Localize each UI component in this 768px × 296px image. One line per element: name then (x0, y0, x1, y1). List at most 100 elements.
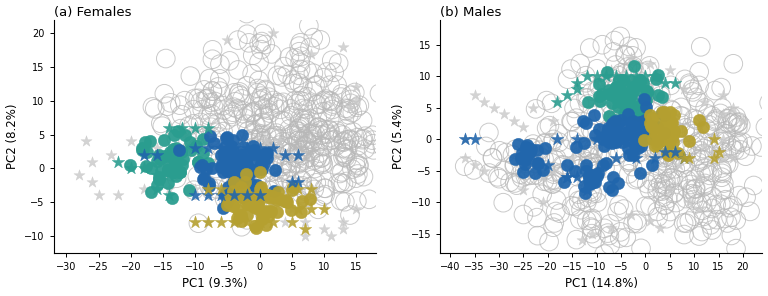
Point (630, 74, 642, 79)
Point (314, 128, 326, 133)
Point (668, 191, 680, 196)
Point (693, 175, 705, 180)
Point (214, 89, 227, 94)
Point (243, 141, 256, 146)
Point (581, 100, 594, 105)
Point (306, 133, 319, 137)
Point (145, 166, 157, 171)
Point (582, 195, 594, 200)
Point (704, 223, 717, 227)
Point (631, 221, 644, 226)
Point (280, 168, 293, 173)
Point (323, 127, 336, 132)
Point (207, 57, 219, 62)
Point (636, 130, 648, 135)
Point (625, 78, 637, 83)
Point (317, 162, 329, 167)
Point (261, 156, 273, 161)
Point (610, 63, 622, 67)
Point (581, 187, 593, 192)
Point (637, 136, 649, 141)
Point (244, 170, 257, 175)
Point (614, 150, 626, 155)
Point (640, 93, 652, 98)
Point (255, 47, 267, 52)
Point (589, 179, 601, 184)
Point (249, 122, 261, 127)
Point (636, 102, 648, 106)
Point (586, 189, 598, 194)
Point (581, 96, 594, 100)
Point (293, 49, 306, 54)
Point (202, 96, 214, 101)
Point (639, 74, 651, 79)
Point (584, 181, 596, 186)
Point (308, 158, 320, 163)
Point (244, 158, 257, 163)
Point (183, 123, 195, 128)
Point (308, 187, 320, 192)
Point (578, 184, 590, 189)
Point (264, 209, 276, 213)
Point (141, 150, 153, 155)
Point (660, 216, 672, 221)
Point (261, 151, 273, 156)
Point (293, 151, 305, 155)
Point (538, 179, 550, 184)
Point (311, 102, 323, 107)
Point (644, 62, 657, 66)
Point (606, 122, 618, 127)
Point (245, 165, 257, 169)
Point (151, 146, 163, 150)
Point (740, 154, 752, 159)
Point (366, 133, 379, 138)
Point (609, 119, 621, 124)
Point (603, 113, 615, 118)
Point (73, 173, 85, 178)
Point (732, 139, 744, 144)
Point (286, 143, 299, 148)
Point (318, 207, 330, 211)
Point (232, 167, 244, 172)
Point (660, 163, 673, 168)
Point (654, 89, 666, 94)
Point (335, 198, 347, 203)
Point (236, 154, 248, 159)
Point (184, 74, 197, 78)
Point (170, 174, 183, 178)
Point (276, 164, 288, 169)
Point (561, 175, 574, 180)
Point (160, 56, 172, 61)
Point (219, 197, 231, 202)
Point (254, 185, 266, 189)
Point (344, 105, 356, 110)
Point (607, 120, 620, 125)
Point (607, 130, 619, 135)
Point (217, 169, 230, 174)
Point (591, 173, 603, 178)
Point (677, 165, 689, 170)
Point (307, 35, 319, 40)
Point (727, 156, 740, 161)
Point (703, 129, 716, 133)
Point (723, 205, 735, 210)
Point (680, 126, 692, 130)
Point (587, 180, 599, 185)
Point (623, 102, 635, 107)
Point (599, 94, 611, 98)
Point (558, 179, 570, 184)
Point (720, 162, 733, 167)
Point (458, 137, 471, 142)
Point (223, 197, 236, 202)
Point (155, 169, 167, 174)
Point (257, 139, 270, 144)
Point (273, 154, 286, 159)
Point (531, 233, 544, 238)
Point (604, 95, 616, 99)
Point (604, 126, 617, 131)
Point (204, 120, 216, 125)
Point (591, 89, 603, 93)
Point (620, 235, 632, 240)
Point (656, 147, 668, 152)
Point (599, 165, 611, 170)
